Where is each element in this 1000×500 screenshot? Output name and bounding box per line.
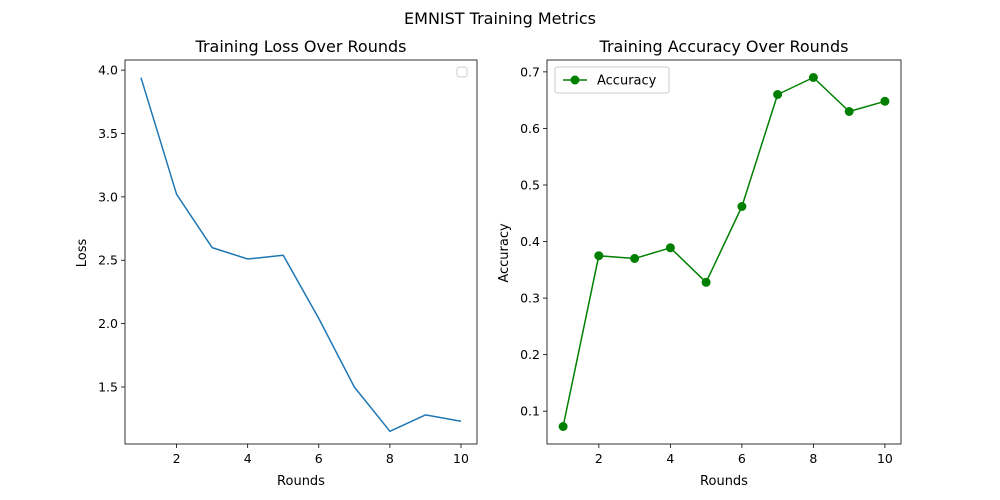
loss-x-tick-label: 4 [244,451,252,466]
loss-y-tick-label: 3.0 [98,189,118,204]
accuracy-data-point [701,277,711,287]
loss-y-axis-label: Loss [75,239,90,268]
loss-chart-title: Training Loss Over Rounds [195,37,407,56]
accuracy-x-tick-label: 6 [738,451,746,466]
accuracy-y-tick-label: 0.4 [520,234,540,249]
loss-axes-frame [124,59,478,445]
loss-series-line [140,77,462,433]
loss-x-tick-label: 2 [173,451,181,466]
accuracy-y-tick-label: 0.6 [520,121,540,136]
accuracy-data-point [594,251,604,261]
loss-y-tick-label: 2.5 [98,253,118,268]
accuracy-data-point [844,107,854,116]
accuracy-x-tick-label: 8 [809,451,817,466]
loss-legend-box [456,66,468,78]
accuracy-legend-marker [570,75,580,85]
accuracy-chart-panel: Training Accuracy Over Rounds Rounds Acc… [497,37,902,489]
accuracy-legend-box [554,66,670,94]
accuracy-data-point [630,254,640,263]
accuracy-y-tick-label: 0.7 [520,64,540,79]
loss-x-tick-label: 10 [453,451,469,466]
accuracy-x-tick-label: 10 [877,451,893,466]
accuracy-y-tick-label: 0.5 [520,177,540,192]
accuracy-y-tick-label: 0.2 [520,347,540,362]
accuracy-chart-title: Training Accuracy Over Rounds [599,37,849,56]
accuracy-data-point [558,422,568,431]
accuracy-data-point [665,243,675,253]
loss-y-tick-label: 3.5 [98,126,118,141]
accuracy-series-line [562,76,886,427]
accuracy-y-tick-label: 0.1 [520,404,540,419]
loss-x-tick-label: 8 [386,451,394,466]
accuracy-y-axis-label: Accuracy [497,223,512,283]
accuracy-legend: Accuracy [554,66,670,94]
loss-y-tick-label: 2.0 [98,316,118,331]
loss-y-tick-label: 1.5 [98,379,118,394]
loss-x-axis-label: Rounds [277,474,325,489]
accuracy-data-point [880,96,890,106]
accuracy-y-tick-label: 0.3 [520,291,540,306]
loss-legend [456,66,468,78]
accuracy-x-tick-label: 2 [595,451,603,466]
accuracy-data-point [737,202,747,211]
accuracy-x-axis-label: Rounds [700,474,748,489]
loss-y-tick-label: 4.0 [98,63,118,78]
accuracy-data-point [773,90,783,99]
loss-chart-panel: Training Loss Over Rounds Rounds Loss 2 4… [75,37,478,489]
accuracy-data-point [808,73,818,82]
accuracy-axes-frame [546,59,902,445]
figure-title: EMNIST Training Metrics [404,9,596,28]
accuracy-legend-label: Accuracy [597,74,657,89]
loss-x-tick-label: 6 [315,451,323,466]
accuracy-x-tick-label: 4 [666,451,674,466]
